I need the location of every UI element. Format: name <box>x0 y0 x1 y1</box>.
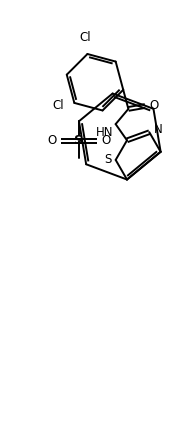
Text: Cl: Cl <box>53 99 64 112</box>
Text: S: S <box>104 153 112 166</box>
Text: S: S <box>74 134 84 147</box>
Text: O: O <box>48 134 57 147</box>
Text: O: O <box>149 99 158 112</box>
Text: N: N <box>154 123 162 136</box>
Text: HN: HN <box>96 125 113 139</box>
Text: Cl: Cl <box>79 31 91 44</box>
Text: O: O <box>101 134 110 147</box>
